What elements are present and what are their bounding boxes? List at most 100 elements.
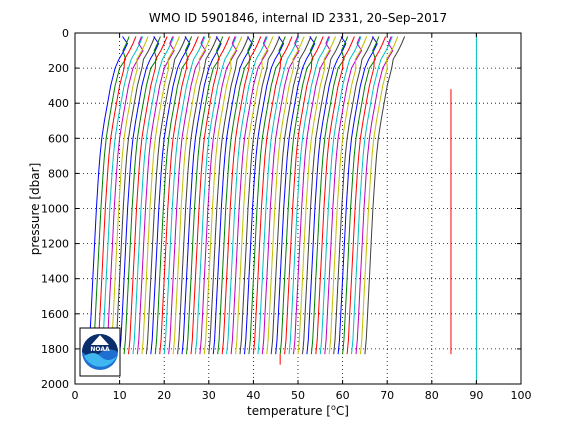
temperature-profile-line — [293, 36, 331, 355]
y-axis-label: pressure [dbar] — [28, 163, 42, 256]
y-tick-label: 1000 — [41, 203, 69, 216]
temperature-profile-line — [284, 36, 324, 355]
temperature-profile-line — [279, 36, 317, 355]
y-tick-label: 400 — [48, 97, 69, 110]
profiles — [87, 36, 406, 355]
x-tick-label: 10 — [113, 389, 127, 402]
y-tick-label: 1600 — [41, 308, 69, 321]
temperature-profile-line — [310, 36, 349, 355]
x-axis-label-degree: o — [331, 403, 336, 412]
temperature-profile-line — [266, 36, 305, 355]
temperature-profile-line — [359, 36, 399, 355]
temperature-profile-line — [181, 36, 222, 355]
temperature-profile-line — [328, 36, 368, 355]
temperature-profile-line — [212, 36, 253, 355]
x-tick-labels: 0 10 20 30 40 50 60 70 80 90 100 — [72, 389, 532, 402]
temperature-profile-line — [270, 36, 312, 355]
x-tick-label: 70 — [380, 389, 394, 402]
temperature-profile-line — [101, 36, 144, 355]
x-axis-label-suffix: C] — [336, 404, 349, 418]
temperature-profile-line — [150, 36, 191, 355]
y-tick-label: 2000 — [41, 378, 69, 391]
temperature-profile-line — [288, 36, 331, 355]
temperature-profile-line — [324, 36, 363, 355]
temperature-profile-line — [364, 36, 406, 355]
x-tick-label: 40 — [246, 389, 260, 402]
x-tick-label: 60 — [336, 389, 350, 402]
x-tick-label: 90 — [469, 389, 483, 402]
y-tick-label: 1800 — [41, 343, 69, 356]
temperature-profile-line — [199, 36, 238, 355]
temperature-profile-line — [159, 36, 199, 355]
temperature-profile-line — [168, 36, 207, 355]
chart-title: WMO ID 5901846, internal ID 2331, 20–Sep… — [149, 11, 447, 25]
plot-area — [74, 32, 522, 385]
temperature-profile-line — [302, 36, 343, 355]
temperature-profile-line — [136, 36, 175, 355]
temperature-profile-line — [105, 36, 144, 355]
temperature-profile-line — [119, 36, 160, 355]
temperature-profile-line — [297, 36, 336, 355]
temperature-profile-line — [333, 36, 374, 355]
temperature-profile-line — [123, 36, 161, 355]
x-tick-label: 50 — [291, 389, 305, 402]
temperature-profile-line — [87, 36, 128, 355]
temperature-profile-line — [275, 36, 316, 355]
temperature-profile-line — [230, 36, 269, 355]
temperature-profile-line — [110, 36, 149, 355]
temperature-profile-line — [145, 36, 187, 355]
temperature-profile-line — [355, 36, 394, 355]
y-tick-label: 1200 — [41, 238, 69, 251]
temperature-profile-line — [221, 36, 262, 355]
x-axis-label: temperature [oC] — [247, 403, 349, 418]
temperature-profile-line — [190, 36, 230, 355]
x-tick-label: 0 — [72, 389, 79, 402]
temperature-profile-line — [235, 36, 274, 355]
x-tick-label: 20 — [157, 389, 171, 402]
y-tick-label: 1400 — [41, 273, 69, 286]
temperature-profile-line — [132, 36, 175, 355]
temperature-profile-line — [346, 36, 387, 355]
temperature-profile-line — [342, 36, 380, 355]
y-tick-label: 0 — [62, 27, 69, 40]
ticks — [74, 32, 522, 385]
temperature-profile-line — [226, 36, 268, 355]
temperature-profile-line — [261, 36, 300, 355]
temperature-profile-line — [177, 36, 218, 355]
temperature-profile-line — [351, 36, 393, 355]
temperature-profile-line — [141, 36, 180, 355]
temperature-profile-line — [208, 36, 249, 355]
temperature-profile-line — [92, 36, 130, 355]
x-axis-label-prefix: temperature [ — [247, 404, 331, 418]
temperature-profile-line — [239, 36, 281, 355]
y-tick-label: 200 — [48, 62, 69, 75]
temperature-profile-line — [244, 36, 285, 355]
x-tick-label: 80 — [425, 389, 439, 402]
temperature-profile-line — [172, 36, 212, 355]
temperature-profile-line — [186, 36, 224, 355]
temperature-profile-line — [163, 36, 206, 355]
y-tick-label: 600 — [48, 132, 69, 145]
temperature-profile-line — [154, 36, 193, 355]
temperature-profile-line — [257, 36, 300, 355]
noaa-logo-text: NOAA — [90, 346, 110, 353]
y-tick-labels: 0 200 400 600 800 1000 1200 1400 1600 1800 2000 — [41, 27, 69, 391]
temperature-profile-line — [194, 36, 237, 355]
temperature-profile-line — [306, 36, 347, 355]
temperature-profile-line — [217, 36, 255, 355]
temperature-profile-line — [319, 36, 362, 355]
temperature-profile-line — [315, 36, 355, 355]
temperature-profile-line — [337, 36, 378, 355]
temperature-profile-line — [128, 36, 168, 355]
extra-lines — [279, 33, 477, 384]
y-tick-label: 800 — [48, 167, 69, 180]
x-tick-label: 100 — [511, 389, 532, 402]
temperature-profile-line — [252, 36, 293, 355]
temperature-profile-line — [203, 36, 243, 355]
temperature-profile-line — [114, 36, 156, 355]
noaa-logo: NOAA — [79, 327, 121, 377]
x-tick-label: 30 — [202, 389, 216, 402]
temperature-profile-line — [248, 36, 286, 355]
temperature-profile-line — [96, 36, 137, 355]
